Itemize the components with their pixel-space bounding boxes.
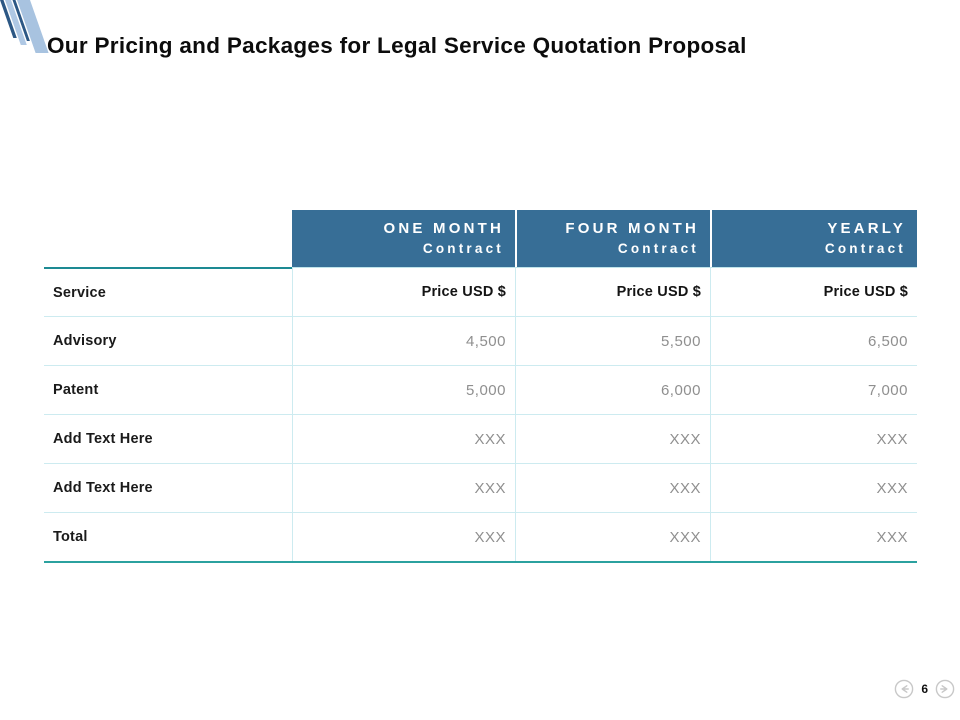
table-cell: 5,500 (515, 316, 710, 365)
column-title: FOUR MONTH (565, 220, 699, 238)
table-cell: XXX (710, 463, 917, 512)
table-cell: 5,000 (292, 365, 515, 414)
price-usd-header: Price USD $ (515, 267, 710, 316)
row-label-advisory: Advisory (44, 316, 292, 365)
table-cell: 7,000 (710, 365, 917, 414)
page-number: 6 (921, 682, 928, 696)
column-title: ONE MONTH (383, 220, 504, 238)
table-cell: XXX (710, 512, 917, 561)
pricing-table: ONE MONTH Contract FOUR MONTH Contract Y… (44, 210, 917, 563)
table-cell: XXX (515, 512, 710, 561)
page-title: Our Pricing and Packages for Legal Servi… (47, 33, 747, 58)
previous-slide-button[interactable] (894, 679, 914, 699)
brand-logo-icon (0, 0, 49, 53)
table-cell: XXX (515, 463, 710, 512)
row-label-total: Total (44, 512, 292, 561)
column-header-one-month: ONE MONTH Contract (292, 210, 515, 267)
table-cell: 6,500 (710, 316, 917, 365)
price-usd-header: Price USD $ (292, 267, 515, 316)
column-header-yearly: YEARLY Contract (710, 210, 917, 267)
column-header-four-month: FOUR MONTH Contract (515, 210, 710, 267)
table-cell: XXX (292, 512, 515, 561)
arrow-left-icon (901, 685, 910, 693)
table-cell: XXX (292, 463, 515, 512)
column-subtitle: Contract (824, 240, 906, 256)
table-cell: 4,500 (292, 316, 515, 365)
arrow-right-icon (940, 685, 948, 693)
slide-footer: 6 (894, 679, 955, 699)
table-cell: 6,000 (515, 365, 710, 414)
row-label-placeholder: Add Text Here (44, 414, 292, 463)
row-label-placeholder: Add Text Here (44, 463, 292, 512)
row-label-patent: Patent (44, 365, 292, 414)
column-subtitle: Contract (617, 240, 699, 256)
next-slide-button[interactable] (935, 679, 955, 699)
table-cell: XXX (710, 414, 917, 463)
table-cell: XXX (292, 414, 515, 463)
table-corner-cell (44, 210, 292, 267)
row-header-service: Service (44, 267, 292, 316)
column-subtitle: Contract (422, 240, 504, 256)
price-usd-header: Price USD $ (710, 267, 917, 316)
table-cell: XXX (515, 414, 710, 463)
column-title: YEARLY (827, 220, 906, 238)
